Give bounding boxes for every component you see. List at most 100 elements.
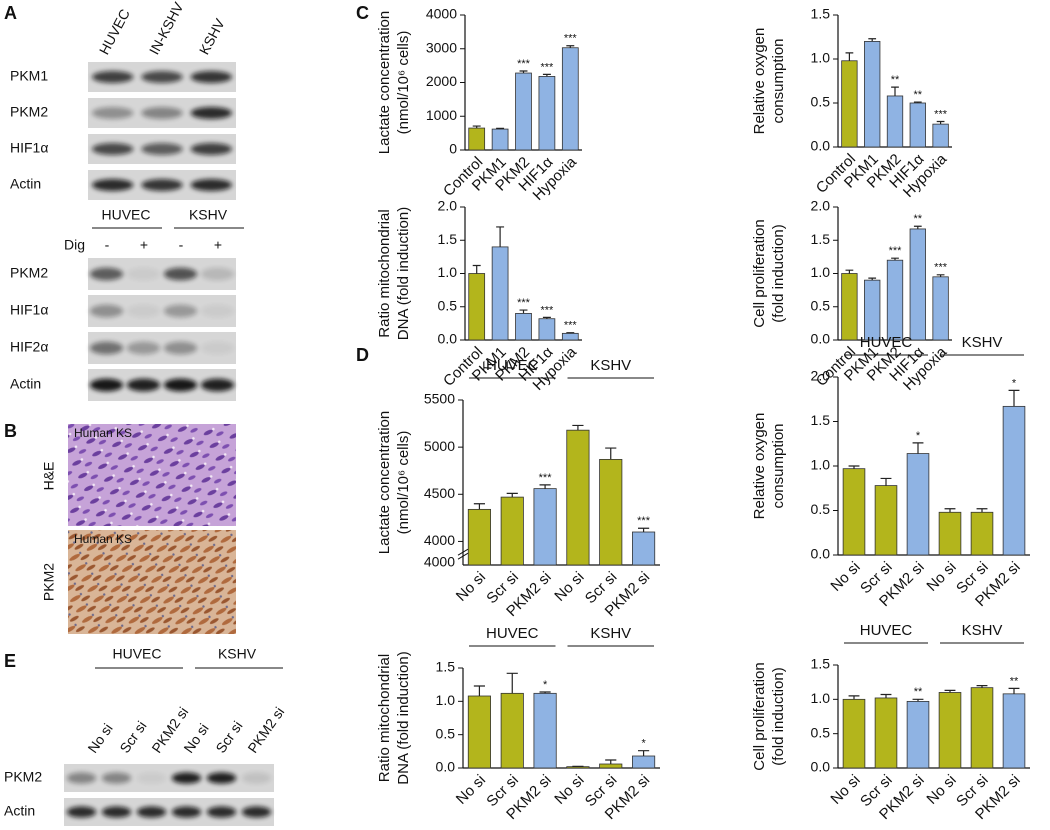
panel-letter: E: [4, 651, 16, 671]
error-bar: [605, 447, 617, 460]
bar: [932, 276, 949, 341]
bar: [909, 102, 926, 148]
y-tick-label: 0.0: [436, 759, 456, 775]
group-label: KSHV: [189, 207, 228, 223]
panel-letter: D: [356, 345, 369, 365]
error-bar: [912, 442, 924, 454]
error-bar: [566, 45, 575, 48]
blot-strip: [64, 764, 274, 792]
error-bar: [944, 689, 956, 693]
bar: [491, 128, 509, 151]
significance: **: [914, 686, 923, 698]
y-axis-label: Cell proliferation: [751, 219, 768, 327]
error-bar: [605, 759, 617, 764]
blot-band: [190, 107, 233, 119]
blot-band: [89, 304, 124, 318]
error-bar: [572, 424, 584, 431]
bar: [467, 695, 491, 769]
bar: [906, 453, 930, 556]
error-bar: [638, 527, 650, 532]
blot-band: [171, 772, 202, 784]
error-bar: [880, 477, 892, 486]
blot-band: [241, 806, 272, 818]
y-tick-label: 5000: [424, 438, 455, 454]
y-tick-label: 0.0: [811, 759, 831, 775]
treatment-label: Dig: [64, 237, 85, 253]
y-tick-label: 0.0: [811, 138, 831, 154]
bar: [561, 332, 579, 341]
y-tick-label: 0.5: [811, 94, 831, 110]
blot-band: [141, 107, 183, 119]
error-bar: [473, 685, 485, 696]
bar: [491, 246, 509, 341]
y-tick-label: 0.5: [811, 297, 831, 313]
significance: *: [641, 738, 646, 750]
group-label: KSHV: [218, 646, 257, 662]
bar: [841, 273, 858, 341]
blot-band: [190, 143, 233, 155]
significance: ***: [934, 108, 948, 120]
blot-band: [91, 107, 134, 119]
error-bar: [936, 274, 945, 277]
y-tick-label: 1.5: [811, 412, 831, 428]
blot-band: [190, 71, 233, 83]
y-tick-label: 2.0: [811, 198, 831, 214]
y-tick-label: 1.5: [811, 656, 831, 672]
blot-band: [200, 378, 235, 392]
y-tick-label: 1.0: [811, 50, 831, 66]
row-label: PKM2: [4, 769, 42, 785]
error-bar: [868, 38, 877, 42]
bar: [886, 259, 904, 341]
bar: [864, 41, 881, 148]
lane-label: IN-KSHV: [146, 0, 187, 57]
error-bar: [848, 695, 860, 700]
bar: [632, 755, 656, 769]
error-bar: [891, 86, 899, 96]
sign-label: -: [105, 237, 110, 253]
error-bar: [1008, 687, 1020, 694]
significance: ***: [637, 515, 651, 527]
bar: [538, 318, 556, 341]
significance: *: [543, 679, 548, 691]
y-axis-label: Ratio mitochondrial: [376, 209, 393, 337]
y-axis-label: DNA (fold induction): [395, 207, 412, 340]
row-label: PKM2: [10, 265, 48, 281]
y-tick-label: 0.0: [438, 331, 458, 347]
y-axis-label: (nmol/10⁶ cells): [395, 431, 412, 535]
blot-band: [163, 304, 198, 318]
panel-letter: B: [4, 421, 17, 441]
x-tick-label: No si: [923, 559, 959, 595]
y-tick-label: 1.0: [436, 692, 456, 708]
panel-letter: A: [4, 3, 17, 23]
row-label: Actin: [4, 803, 35, 819]
significance: ***: [540, 61, 554, 73]
blot-band: [200, 267, 235, 281]
error-bar: [539, 691, 551, 694]
row-label: HIF1α: [10, 302, 48, 318]
significance: ***: [564, 320, 578, 332]
y-tick-label: 1.5: [438, 231, 458, 247]
bar: [533, 692, 557, 769]
stain-label: H&E: [41, 462, 57, 491]
x-tick-label: No si: [551, 772, 587, 808]
bar: [1002, 693, 1026, 769]
histology-image: [68, 530, 236, 634]
bar: [468, 273, 486, 341]
y-tick-label: 0.5: [436, 725, 456, 741]
error-bar: [913, 101, 922, 103]
y-tick-label: 1.5: [811, 231, 831, 247]
y-axis-label: Lactate concentration: [376, 11, 393, 154]
error-bar: [936, 120, 945, 125]
bar: [938, 692, 962, 769]
blot-band: [241, 772, 272, 784]
error-bar: [542, 73, 551, 77]
blot-band: [126, 267, 161, 281]
blot-band: [126, 304, 161, 318]
y-tick-label: 1.5: [811, 6, 831, 22]
blot-band: [66, 772, 97, 784]
significance: **: [1010, 675, 1019, 687]
blot-band: [91, 179, 134, 191]
axis-break-label: 4000: [424, 554, 455, 570]
y-tick-label: 0.0: [811, 546, 831, 562]
bar: [1002, 405, 1026, 556]
